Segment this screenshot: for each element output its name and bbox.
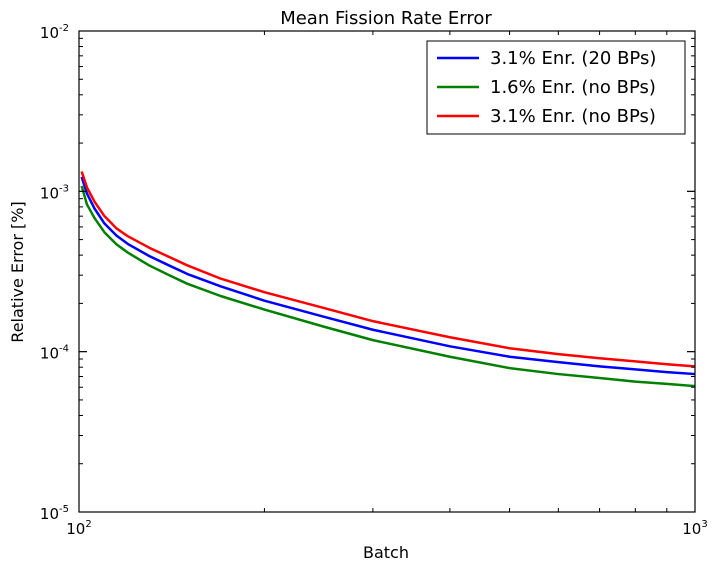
plot-frame	[78, 30, 696, 513]
chart-title: Mean Fission Rate Error	[280, 8, 492, 29]
y-axis-label: Relative Error [%]	[8, 201, 27, 342]
ticks-layer	[78, 30, 696, 513]
legend-label-2: 1.6% Enr. (no BPs)	[490, 77, 656, 98]
legend-box	[426, 40, 686, 135]
series-line-1	[80, 176, 696, 376]
series-line-3	[80, 171, 696, 368]
tick-labels: 102 103 10-5 10-4 10-3 10-2	[40, 23, 708, 538]
legend-label-3: 3.1% Enr. (no BPs)	[490, 106, 656, 127]
y-tick-label: 10-5	[40, 504, 69, 523]
series-line-2	[80, 185, 696, 388]
x-tick-label: 102	[66, 519, 91, 538]
y-tick-label: 10-3	[40, 183, 69, 202]
y-tick-label: 10-2	[40, 23, 69, 42]
series-layer	[80, 171, 696, 388]
x-axis-label: Batch	[363, 543, 409, 562]
y-tick-label: 10-4	[40, 344, 69, 363]
legend-label-1: 3.1% Enr. (20 BPs)	[490, 48, 656, 69]
legend[interactable]: 3.1% Enr. (20 BPs) 1.6% Enr. (no BPs) 3.1%…	[426, 40, 686, 135]
x-tick-label: 103	[682, 519, 707, 538]
